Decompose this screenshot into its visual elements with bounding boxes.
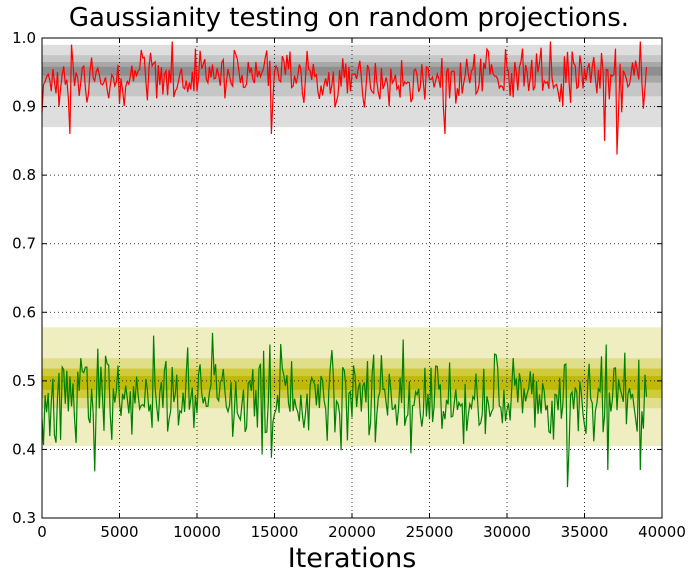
series-line-1 — [41, 332, 648, 488]
y-tick-label: 1.0 — [12, 29, 36, 47]
x-tick-label: 35000 — [561, 523, 609, 541]
x-tick-label: 25000 — [406, 523, 454, 541]
y-tick-label: 0.9 — [12, 98, 36, 116]
y-tick-label: 0.7 — [12, 235, 36, 253]
y-tick-label: 0.6 — [12, 303, 36, 321]
x-axis-label: Iterations — [287, 543, 417, 574]
red-band-3 — [42, 66, 662, 76]
chart-title: Gaussianity testing on random projection… — [68, 3, 630, 33]
x-tick-label: 20000 — [328, 523, 376, 541]
x-tick-label: 40000 — [638, 523, 686, 541]
x-tick-label: 0 — [37, 523, 47, 541]
series-line-0 — [41, 41, 648, 155]
band-layer — [42, 44, 662, 446]
y-tick-label: 0.8 — [12, 166, 36, 184]
tick-layer: 0 5000 10000 15000 20000 25000 30000 35000 40000… — [12, 29, 686, 541]
y-tick-label: 0.4 — [12, 440, 36, 458]
x-tick-label: 5000 — [100, 523, 138, 541]
y-tick-label: 0.5 — [12, 372, 36, 390]
x-tick-label: 15000 — [251, 523, 299, 541]
series-layer — [41, 41, 648, 488]
y-tick-label: 0.3 — [12, 509, 36, 527]
grid-layer — [42, 38, 662, 518]
x-tick-label: 10000 — [173, 523, 221, 541]
x-tick-label: 30000 — [483, 523, 531, 541]
